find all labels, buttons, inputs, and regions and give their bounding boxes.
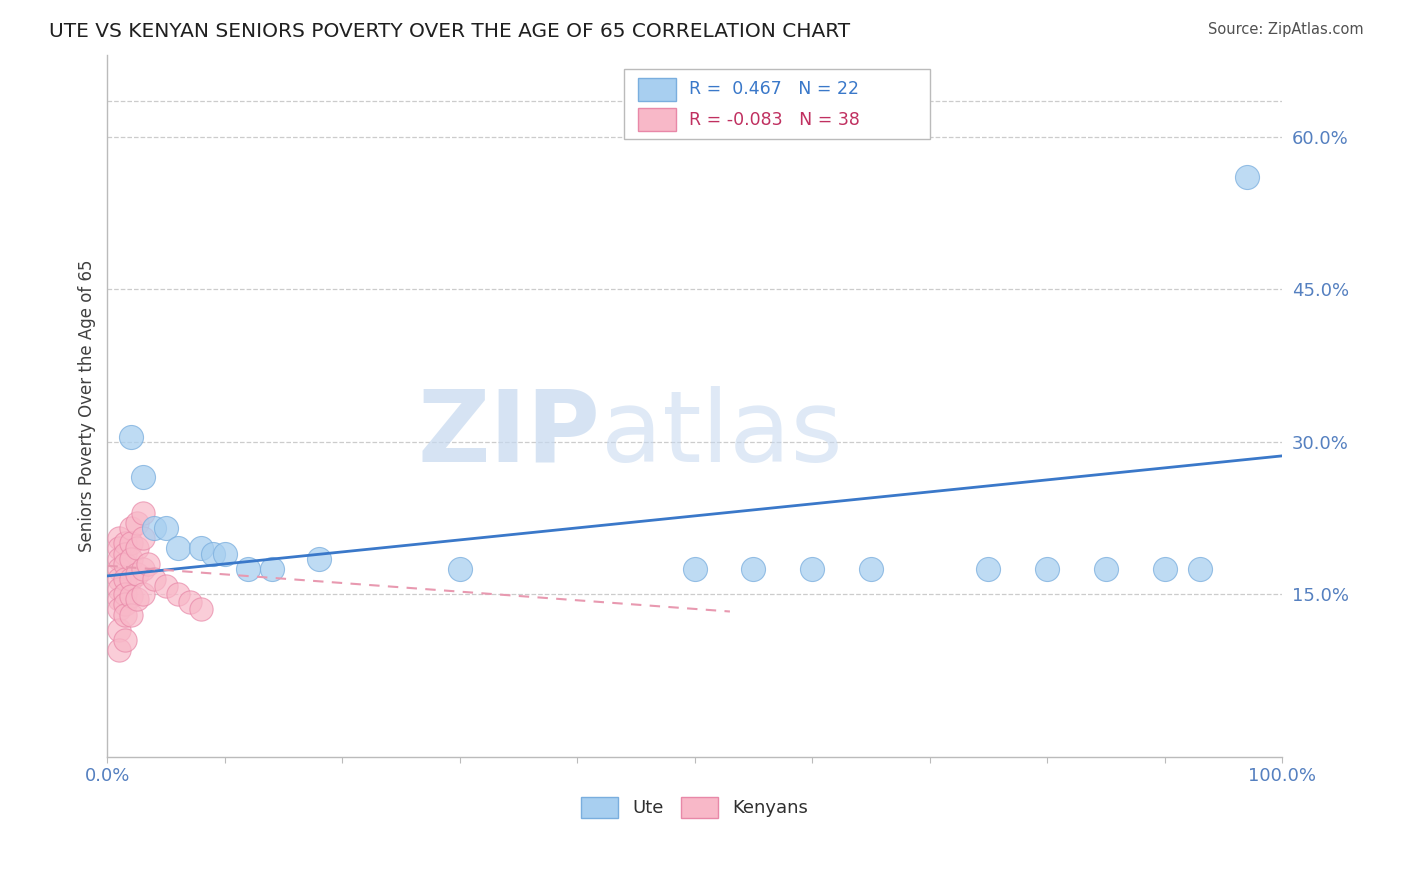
Point <box>120 589 142 603</box>
Point <box>120 521 142 535</box>
Y-axis label: Seniors Poverty Over the Age of 65: Seniors Poverty Over the Age of 65 <box>79 260 96 552</box>
Point <box>125 541 148 556</box>
Point <box>114 607 136 622</box>
Point <box>125 516 148 530</box>
Point <box>108 572 131 586</box>
Point <box>1236 170 1258 185</box>
Point <box>108 623 131 637</box>
Point <box>114 557 136 571</box>
Point <box>114 632 136 647</box>
Point <box>108 562 131 576</box>
Point <box>190 541 212 556</box>
Point <box>120 536 142 550</box>
Point <box>108 602 131 616</box>
Point <box>108 582 131 596</box>
Point <box>138 557 160 571</box>
Point <box>131 470 153 484</box>
Point <box>143 572 166 586</box>
Point <box>179 595 201 609</box>
Point <box>108 643 131 657</box>
Point <box>143 521 166 535</box>
Point <box>114 547 136 561</box>
FancyBboxPatch shape <box>638 78 676 101</box>
Text: UTE VS KENYAN SENIORS POVERTY OVER THE AGE OF 65 CORRELATION CHART: UTE VS KENYAN SENIORS POVERTY OVER THE A… <box>49 22 851 41</box>
Point <box>260 562 283 576</box>
Point <box>1153 562 1175 576</box>
Point <box>1188 562 1211 576</box>
Point <box>114 598 136 612</box>
Point <box>742 562 765 576</box>
Point <box>131 531 153 545</box>
Point <box>131 562 153 576</box>
Point <box>131 587 153 601</box>
Point <box>120 551 142 566</box>
FancyBboxPatch shape <box>638 108 676 131</box>
Text: R = -0.083   N = 38: R = -0.083 N = 38 <box>689 111 859 128</box>
Point <box>449 562 471 576</box>
Text: Source: ZipAtlas.com: Source: ZipAtlas.com <box>1208 22 1364 37</box>
Point <box>114 587 136 601</box>
Point <box>108 551 131 566</box>
Point <box>238 562 260 576</box>
Point <box>683 562 706 576</box>
Point <box>202 547 225 561</box>
Point <box>108 592 131 607</box>
Point <box>859 562 882 576</box>
Point <box>120 572 142 586</box>
Point <box>1094 562 1116 576</box>
Point <box>166 541 188 556</box>
Point <box>155 521 177 535</box>
Point <box>214 547 236 561</box>
Point <box>125 592 148 607</box>
Point <box>120 429 142 443</box>
Point <box>120 607 142 622</box>
Legend: Ute, Kenyans: Ute, Kenyans <box>574 789 815 825</box>
Text: R =  0.467   N = 22: R = 0.467 N = 22 <box>689 79 859 98</box>
Point <box>1036 562 1059 576</box>
Point <box>801 562 824 576</box>
Point <box>166 587 188 601</box>
Point <box>190 602 212 616</box>
Point <box>308 551 330 566</box>
FancyBboxPatch shape <box>624 70 929 139</box>
Point <box>977 562 1000 576</box>
Point <box>114 536 136 550</box>
Point <box>108 541 131 556</box>
Text: atlas: atlas <box>600 385 842 483</box>
Point <box>155 579 177 593</box>
Point <box>131 506 153 520</box>
Point <box>114 572 136 586</box>
Point <box>125 566 148 581</box>
Point <box>108 531 131 545</box>
Text: ZIP: ZIP <box>418 385 600 483</box>
